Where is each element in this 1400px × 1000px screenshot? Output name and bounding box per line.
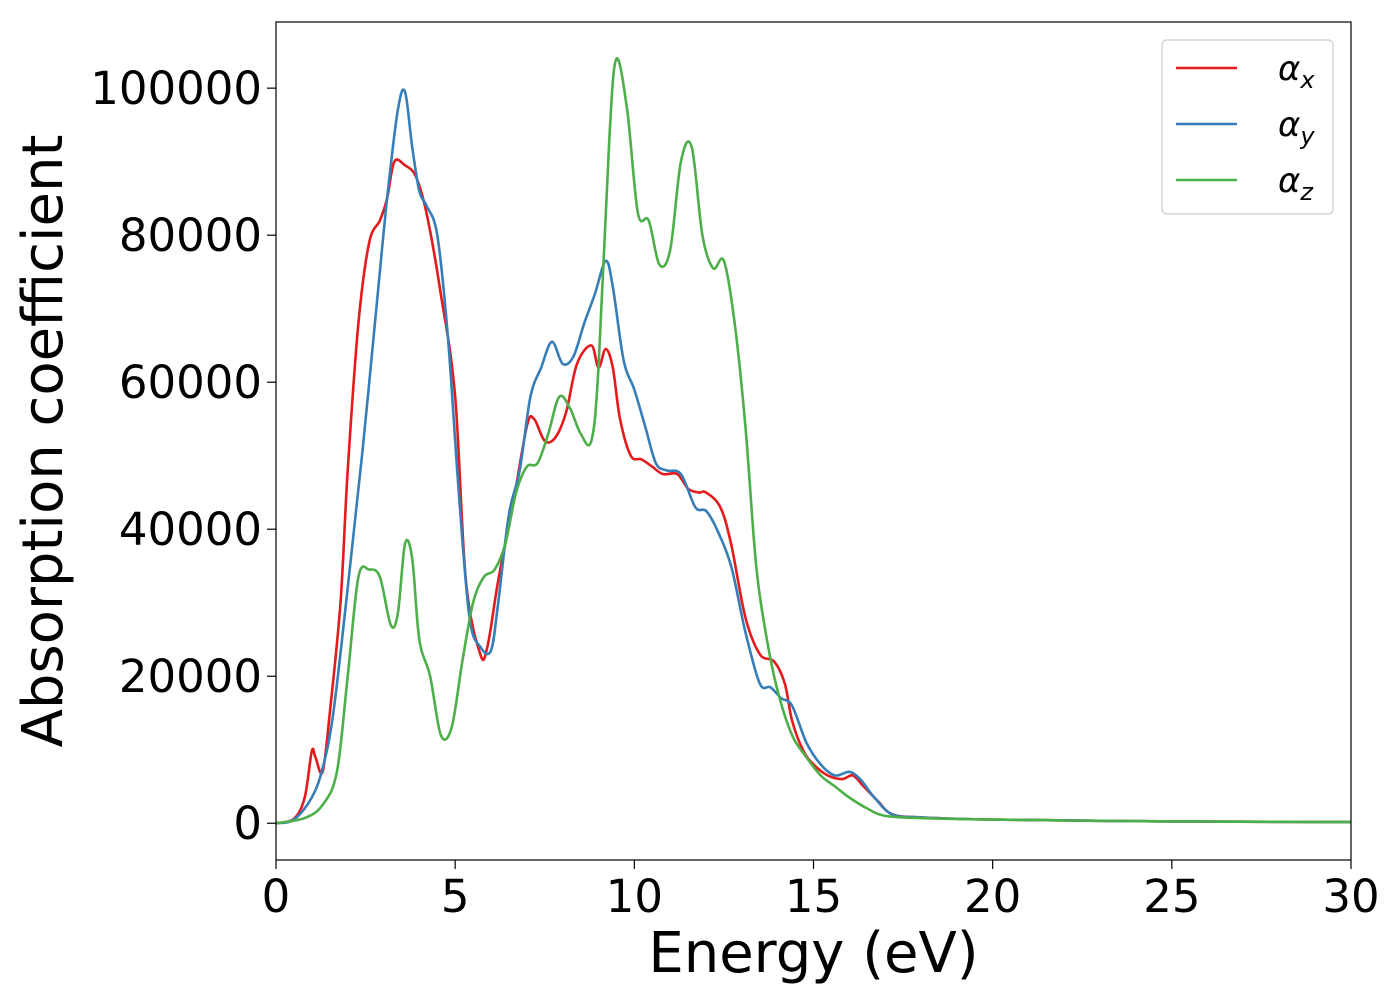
x-tick-label: 25 [1143, 870, 1200, 923]
x-tick-label: 30 [1322, 870, 1379, 923]
y-tick-label: 100000 [90, 62, 262, 115]
y-tick-label: 60000 [119, 356, 262, 409]
series-layer [276, 57, 1351, 825]
series-line-alpha-x [276, 158, 1351, 825]
x-tick-label: 15 [785, 870, 842, 923]
y-axis-title: Absorption coefficient [11, 135, 76, 748]
y-tick-label: 0 [233, 797, 262, 850]
series-line-alpha-z [276, 57, 1351, 825]
x-axis: 0 5 10 15 20 25 30 [262, 860, 1380, 923]
x-tick-label: 5 [441, 870, 470, 923]
x-tick-label: 10 [606, 870, 663, 923]
y-axis: 0 20000 40000 60000 80000 100000 [90, 62, 276, 850]
y-tick-label: 40000 [119, 503, 262, 556]
x-tick-label: 20 [964, 870, 1021, 923]
legend-box [1161, 39, 1334, 215]
x-axis-title: Energy (eV) [648, 921, 978, 986]
x-tick-label: 0 [262, 870, 291, 923]
y-tick-label: 20000 [119, 650, 262, 703]
series-line-alpha-y [276, 88, 1351, 825]
y-tick-label: 80000 [119, 209, 262, 262]
